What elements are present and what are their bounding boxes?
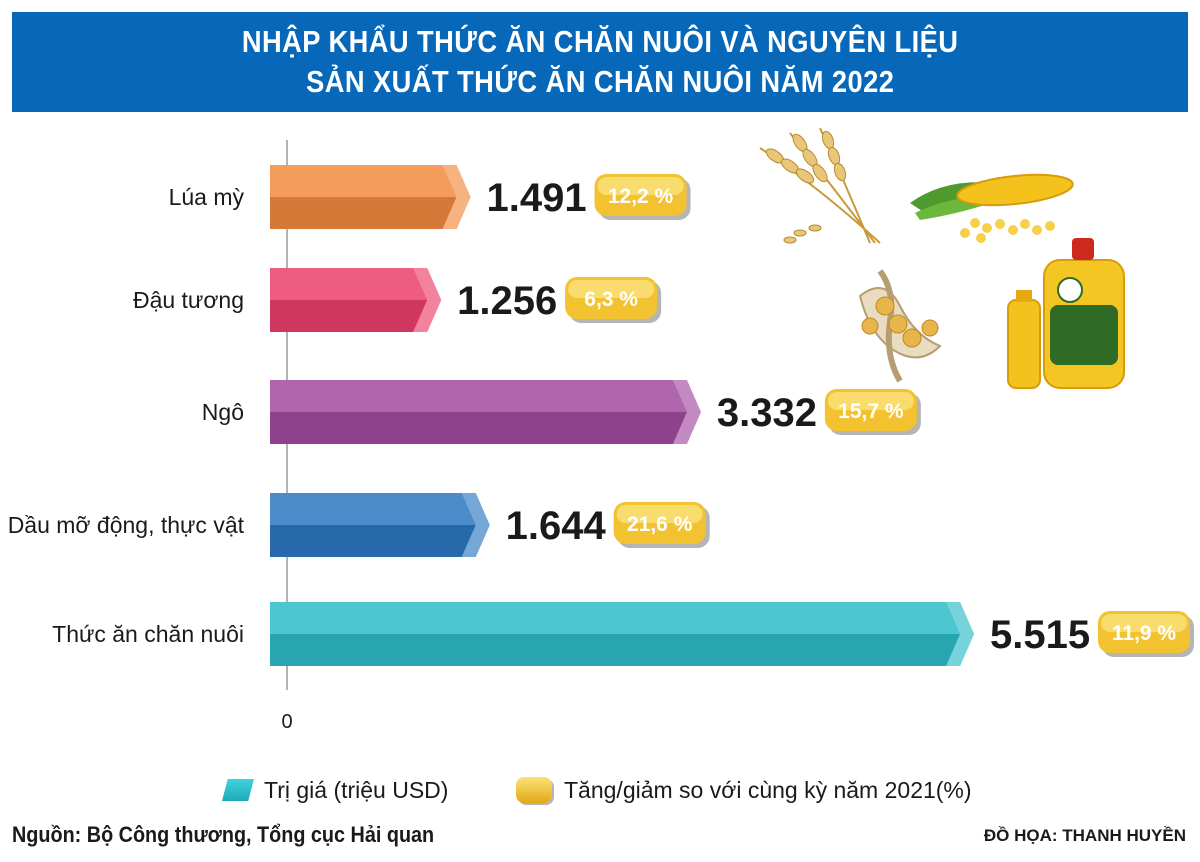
value-label: 5.515 xyxy=(990,613,1090,657)
bar-shade xyxy=(270,634,974,666)
percent-label: 11,9 % xyxy=(1112,622,1177,645)
graphics-credit: ĐỒ HỌA: THANH HUYỀN xyxy=(983,826,1186,845)
source-note: Nguồn: Bộ Công thương, Tổng cục Hải quan xyxy=(12,822,435,847)
gold-badge-swatch-icon xyxy=(516,777,552,803)
bar xyxy=(270,165,471,197)
bar-shade xyxy=(270,412,701,444)
category-label: Thức ăn chăn nuôi xyxy=(52,621,244,647)
corn-icon xyxy=(910,173,1074,243)
chart-header: NHẬP KHẨU THỨC ĂN CHĂN NUÔI VÀ NGUYÊN LI… xyxy=(12,12,1188,112)
bar xyxy=(270,380,701,412)
bar xyxy=(270,493,490,525)
legend-item-change: Tăng/giảm so với cùng kỳ năm 2021(%) xyxy=(516,772,972,808)
teal-bar-swatch-icon xyxy=(222,779,254,801)
category-label: Dầu mỡ động, thực vật xyxy=(8,512,245,538)
bar-tip xyxy=(461,493,490,557)
percent-label: 6,3 % xyxy=(584,288,638,311)
value-label: 1.491 xyxy=(487,176,587,220)
badge-highlight xyxy=(827,392,914,410)
value-label: 1.644 xyxy=(506,504,607,548)
badge-highlight xyxy=(568,280,655,298)
x-tick-label: 0 xyxy=(281,711,292,733)
category-label: Ngô xyxy=(202,399,244,425)
value-label: 1.256 xyxy=(457,279,557,323)
bar xyxy=(270,602,974,634)
legend-label-change: Tăng/giảm so với cùng kỳ năm 2021(%) xyxy=(564,776,972,803)
chart-title-line-1: NHẬP KHẨU THỨC ĂN CHĂN NUÔI VÀ NGUYÊN LI… xyxy=(241,24,959,59)
percent-label: 12,2 % xyxy=(608,185,674,208)
bar-shade xyxy=(270,525,490,557)
wheat-icon xyxy=(759,128,881,244)
legend-item-value: Trị giá (triệu USD) xyxy=(222,772,448,808)
bar-tip xyxy=(442,165,471,229)
bar-shade xyxy=(270,300,442,332)
bar-row: Dầu mỡ động, thực vật 1.644 21,6 % xyxy=(8,493,710,557)
bar-row: Thức ăn chăn nuôi 5.515 11,9 % xyxy=(52,602,1194,666)
badge-highlight xyxy=(597,177,684,195)
chart-title-line-2: SẢN XUẤT THỨC ĂN CHĂN NUÔI NĂM 2022 xyxy=(305,64,895,99)
percent-label: 15,7 % xyxy=(838,400,904,423)
bar-row: Ngô 3.332 15,7 % xyxy=(202,380,921,444)
category-label: Lúa mỳ xyxy=(169,184,245,210)
bar xyxy=(270,268,442,300)
bar-row: Lúa mỳ 1.491 12,2 % xyxy=(169,165,691,229)
category-label: Đậu tương xyxy=(133,287,244,313)
oil-bottle-icon xyxy=(1007,238,1125,389)
bar-tip xyxy=(946,602,974,666)
badge-highlight xyxy=(1101,614,1187,632)
bar-shade xyxy=(270,197,471,229)
value-label: 3.332 xyxy=(717,391,817,435)
percent-label: 21,6 % xyxy=(627,513,693,536)
soybean-icon xyxy=(858,269,942,383)
badge-highlight xyxy=(616,505,703,523)
bar-tip xyxy=(413,268,442,332)
bar-row: Đậu tương 1.256 6,3 % xyxy=(133,268,662,332)
bar-tip xyxy=(672,380,701,444)
legend-label-value: Trị giá (triệu USD) xyxy=(264,776,449,803)
